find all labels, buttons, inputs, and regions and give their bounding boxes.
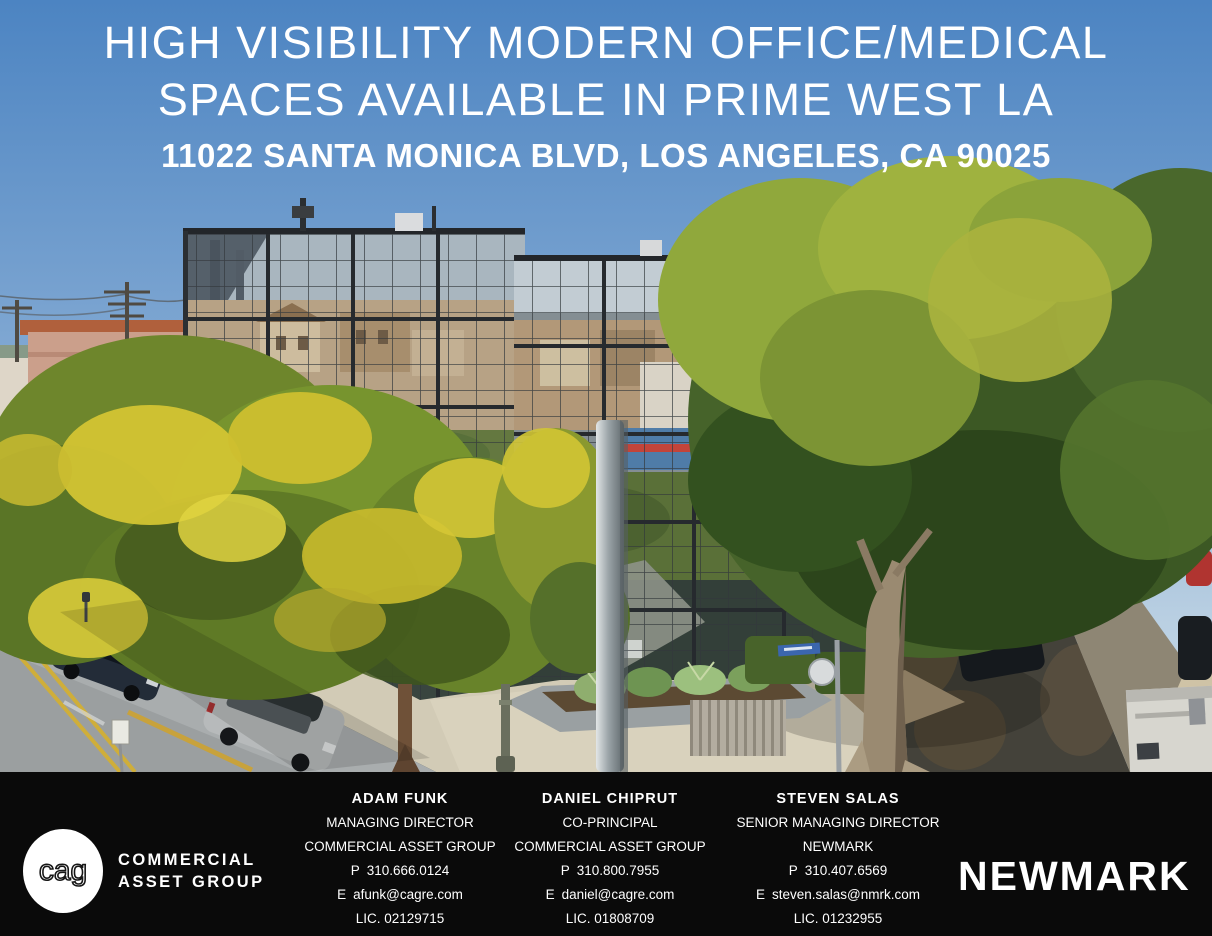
headline-line2: SPACES AVAILABLE IN PRIME WEST LA (157, 74, 1055, 125)
cag-logo-letters: cag (38, 853, 88, 888)
street-furniture (60, 592, 842, 773)
headline-line1: HIGH VISIBILITY MODERN OFFICE/MEDICAL (103, 17, 1109, 68)
contact-license: LIC. 01808709 (565, 911, 655, 926)
cag-company-name: COMMERCIAL ASSET GROUP (118, 849, 265, 893)
corner-planter (505, 636, 875, 756)
contact-card-steven-salas: STEVEN SALAS SENIOR MANAGING DIRECTOR NE… (718, 787, 958, 931)
contact-company: COMMERCIAL ASSET GROUP (514, 839, 706, 854)
cag-brand: cag COMMERCIAL ASSET GROUP (23, 829, 265, 913)
tree-right (658, 156, 1212, 772)
property-photo (0, 0, 1212, 773)
newmark-logo: NEWMARK (958, 853, 1191, 899)
contact-license: LIC. 02129715 (355, 911, 445, 926)
contact-footer: cag COMMERCIAL ASSET GROUP ADAM FUNK MAN… (0, 772, 1212, 936)
contact-name: DANIEL CHIPRUT (541, 791, 679, 807)
contact-title: CO-PRINCIPAL (562, 815, 658, 830)
contact-name: ADAM FUNK (351, 791, 449, 807)
cag-logo-text: cag (39, 854, 87, 887)
cag-name-line2: ASSET GROUP (118, 873, 265, 891)
contact-name: STEVEN SALAS (776, 791, 900, 807)
contact-company: COMMERCIAL ASSET GROUP (304, 839, 496, 854)
building-column (596, 420, 628, 772)
contact-title: SENIOR MANAGING DIRECTOR (736, 815, 940, 830)
contact-phone: P 310.666.0124 (350, 863, 450, 878)
headline-block: HIGH VISIBILITY MODERN OFFICE/MEDICAL SP… (0, 14, 1212, 175)
contact-card-adam-funk: ADAM FUNK MANAGING DIRECTOR COMMERCIAL A… (280, 787, 520, 931)
contact-phone: P 310.407.6569 (788, 863, 888, 878)
contact-phone: P 310.800.7955 (560, 863, 660, 878)
contact-license: LIC. 01232955 (793, 911, 883, 926)
contact-card-daniel-chiprut: DANIEL CHIPRUT CO-PRINCIPAL COMMERCIAL A… (490, 787, 730, 931)
rv-truck (1125, 685, 1212, 773)
contact-title: MANAGING DIRECTOR (326, 815, 474, 830)
property-address: 11022 SANTA MONICA BLVD, LOS ANGELES, CA… (161, 137, 1051, 174)
cag-logo: cag (23, 829, 103, 913)
cag-name-line1: COMMERCIAL (118, 851, 256, 869)
contact-company: NEWMARK (802, 839, 874, 854)
